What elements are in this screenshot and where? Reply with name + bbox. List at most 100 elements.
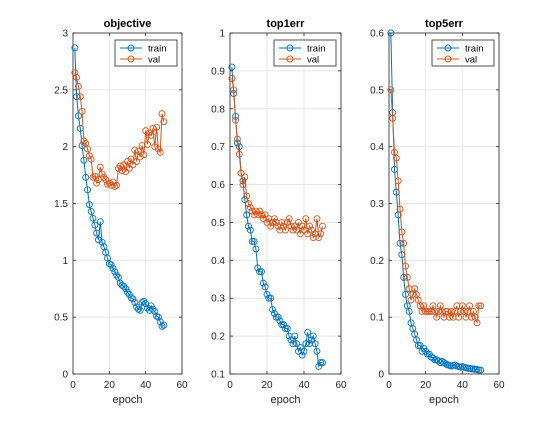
data-point-val bbox=[392, 154, 400, 162]
data-point-val bbox=[254, 211, 262, 219]
data-point-train bbox=[120, 283, 128, 290]
data-point-val bbox=[394, 177, 402, 185]
data-point-train bbox=[147, 302, 155, 310]
data-point-train bbox=[153, 312, 161, 320]
series-train bbox=[228, 63, 326, 370]
data-point-train bbox=[124, 288, 131, 296]
data-point-val bbox=[422, 308, 430, 315]
y-tick-label: 0.5 bbox=[54, 313, 68, 324]
data-point-val bbox=[78, 107, 86, 115]
data-point-train bbox=[245, 222, 252, 230]
data-point-train bbox=[291, 332, 299, 340]
y-tick-label: 0 bbox=[62, 370, 68, 381]
data-point-train bbox=[122, 285, 130, 293]
data-point-train bbox=[272, 313, 280, 321]
data-point-train bbox=[402, 290, 409, 298]
data-point-val bbox=[93, 179, 101, 187]
data-point-val bbox=[289, 226, 297, 234]
data-point-train bbox=[440, 359, 448, 367]
data-point-train bbox=[118, 281, 126, 289]
chart-title: objective bbox=[104, 18, 152, 30]
data-point-train bbox=[74, 112, 82, 120]
data-point-train bbox=[256, 268, 264, 276]
data-point-train bbox=[296, 344, 304, 351]
data-point-train bbox=[265, 294, 273, 302]
data-point-val bbox=[295, 218, 302, 226]
data-point-val bbox=[296, 230, 304, 238]
data-point-train bbox=[302, 340, 310, 348]
chart-panel-top5err: 0 20 40 60 0 0.1 0.2 0.3 0.4 0.5 0.6 top5err epoch tr… bbox=[370, 18, 505, 406]
data-point-train bbox=[91, 221, 99, 229]
data-point-val bbox=[400, 239, 408, 247]
legend-marker-val bbox=[127, 55, 135, 63]
legend-box bbox=[273, 39, 337, 67]
data-point-val bbox=[274, 222, 282, 230]
data-point-val bbox=[71, 69, 79, 77]
data-point-val bbox=[124, 157, 131, 165]
data-point-val bbox=[109, 178, 117, 186]
data-point-val bbox=[387, 86, 395, 94]
data-point-train bbox=[154, 313, 162, 321]
data-point-train bbox=[252, 245, 260, 253]
data-point-train bbox=[396, 239, 404, 247]
data-point-val bbox=[403, 273, 411, 281]
data-point-train bbox=[93, 229, 101, 237]
data-point-val bbox=[258, 211, 265, 219]
data-point-train bbox=[475, 366, 483, 374]
x-tick-label: 60 bbox=[493, 380, 505, 391]
data-point-train bbox=[136, 306, 144, 314]
data-point-train bbox=[313, 347, 321, 355]
data-point-val bbox=[246, 203, 254, 211]
data-point-train bbox=[151, 308, 159, 315]
data-point-val bbox=[142, 127, 150, 135]
y-tick-label: 1 bbox=[219, 29, 225, 40]
data-point-train bbox=[87, 208, 95, 215]
data-point-val bbox=[315, 234, 323, 242]
data-point-train bbox=[280, 321, 288, 329]
data-point-val bbox=[100, 173, 108, 181]
data-point-train bbox=[283, 325, 291, 332]
data-point-val bbox=[263, 218, 271, 226]
data-point-val bbox=[158, 110, 166, 118]
data-point-train bbox=[259, 279, 267, 287]
x-tick-label: 40 bbox=[457, 380, 469, 391]
data-point-train bbox=[116, 279, 124, 287]
data-point-val bbox=[144, 140, 151, 148]
legend-marker-val bbox=[444, 55, 452, 63]
data-point-val bbox=[261, 211, 269, 219]
data-point-train bbox=[309, 332, 317, 340]
data-point-train bbox=[258, 268, 265, 276]
data-point-val bbox=[235, 150, 243, 158]
data-point-val bbox=[298, 222, 306, 230]
data-point-train bbox=[405, 308, 413, 315]
axes-box bbox=[229, 32, 342, 375]
y-tick-label: 0.7 bbox=[211, 142, 225, 153]
x-tick-label: 20 bbox=[420, 380, 432, 391]
data-point-val bbox=[232, 116, 240, 124]
data-point-val bbox=[248, 207, 256, 215]
legend-label-val: val bbox=[465, 55, 477, 66]
data-point-train bbox=[400, 273, 408, 281]
data-point-val bbox=[147, 131, 155, 139]
data-point-val bbox=[116, 162, 124, 170]
data-point-train bbox=[80, 156, 88, 164]
legend-marker-train bbox=[286, 44, 294, 52]
data-point-train bbox=[133, 303, 141, 311]
series-val bbox=[228, 75, 326, 242]
data-point-val bbox=[85, 152, 93, 160]
x-axis-label: epoch bbox=[271, 394, 301, 406]
data-point-train bbox=[111, 268, 119, 276]
data-point-val bbox=[80, 137, 88, 145]
data-point-val bbox=[245, 200, 252, 207]
data-point-train bbox=[274, 313, 282, 321]
data-point-val bbox=[442, 308, 450, 315]
data-point-val bbox=[304, 230, 312, 238]
data-point-train bbox=[438, 358, 446, 365]
data-point-val bbox=[241, 173, 249, 181]
data-point-train bbox=[304, 328, 312, 336]
data-point-train bbox=[471, 366, 479, 373]
data-point-val bbox=[293, 226, 301, 234]
data-point-val bbox=[402, 262, 409, 270]
